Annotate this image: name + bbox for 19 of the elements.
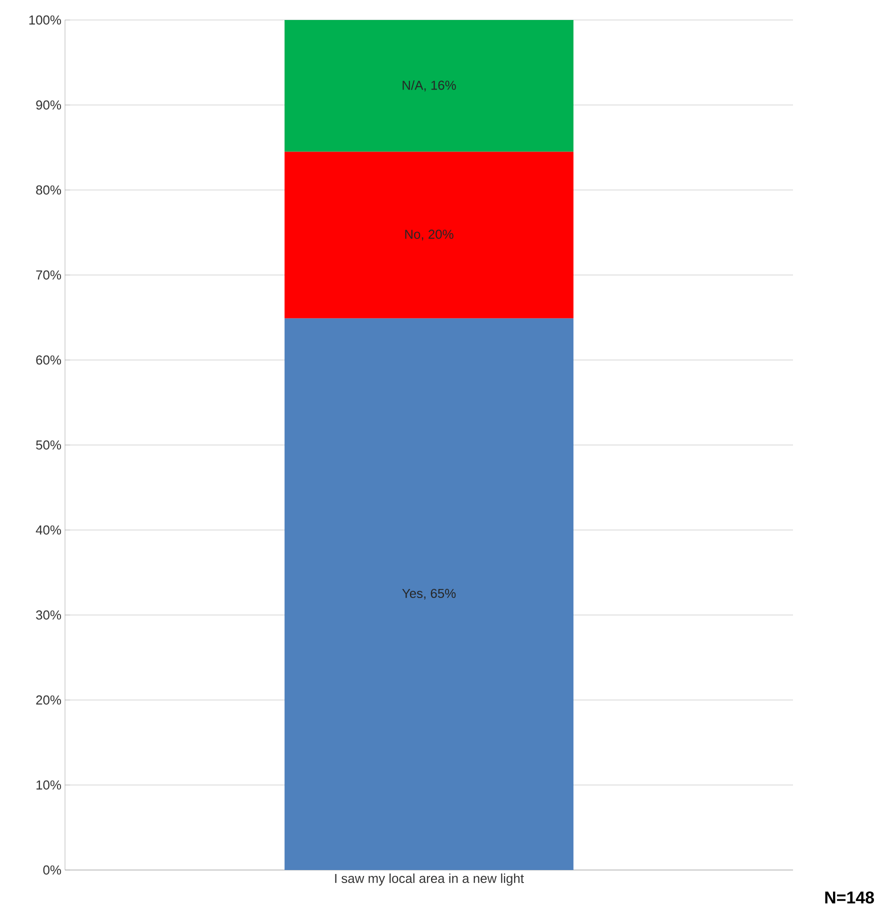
y-tick-label: 30% bbox=[36, 610, 62, 620]
data-label: No, 20% bbox=[405, 230, 454, 240]
y-tick-label: 50% bbox=[36, 440, 62, 450]
y-tick-label: 80% bbox=[36, 185, 62, 195]
text: N=148 bbox=[825, 891, 874, 904]
bar bbox=[284, 152, 574, 318]
y-tick-label: 0% bbox=[43, 865, 62, 875]
y-tick-label: 60% bbox=[36, 355, 62, 365]
x-tick-label: I saw my local area in a new light bbox=[335, 874, 524, 886]
data-label: N/A, 16% bbox=[402, 80, 456, 92]
y-tick-label: 10% bbox=[36, 780, 62, 790]
bar bbox=[284, 20, 574, 152]
y-tick-label: 20% bbox=[36, 695, 62, 705]
y-tick-label: 40% bbox=[36, 525, 62, 535]
y-tick-label: 100% bbox=[29, 15, 62, 25]
bar bbox=[284, 318, 574, 870]
y-tick-label: 90% bbox=[36, 100, 62, 110]
y-tick-label: 70% bbox=[36, 270, 62, 280]
data-label: Yes, 65% bbox=[402, 588, 456, 600]
